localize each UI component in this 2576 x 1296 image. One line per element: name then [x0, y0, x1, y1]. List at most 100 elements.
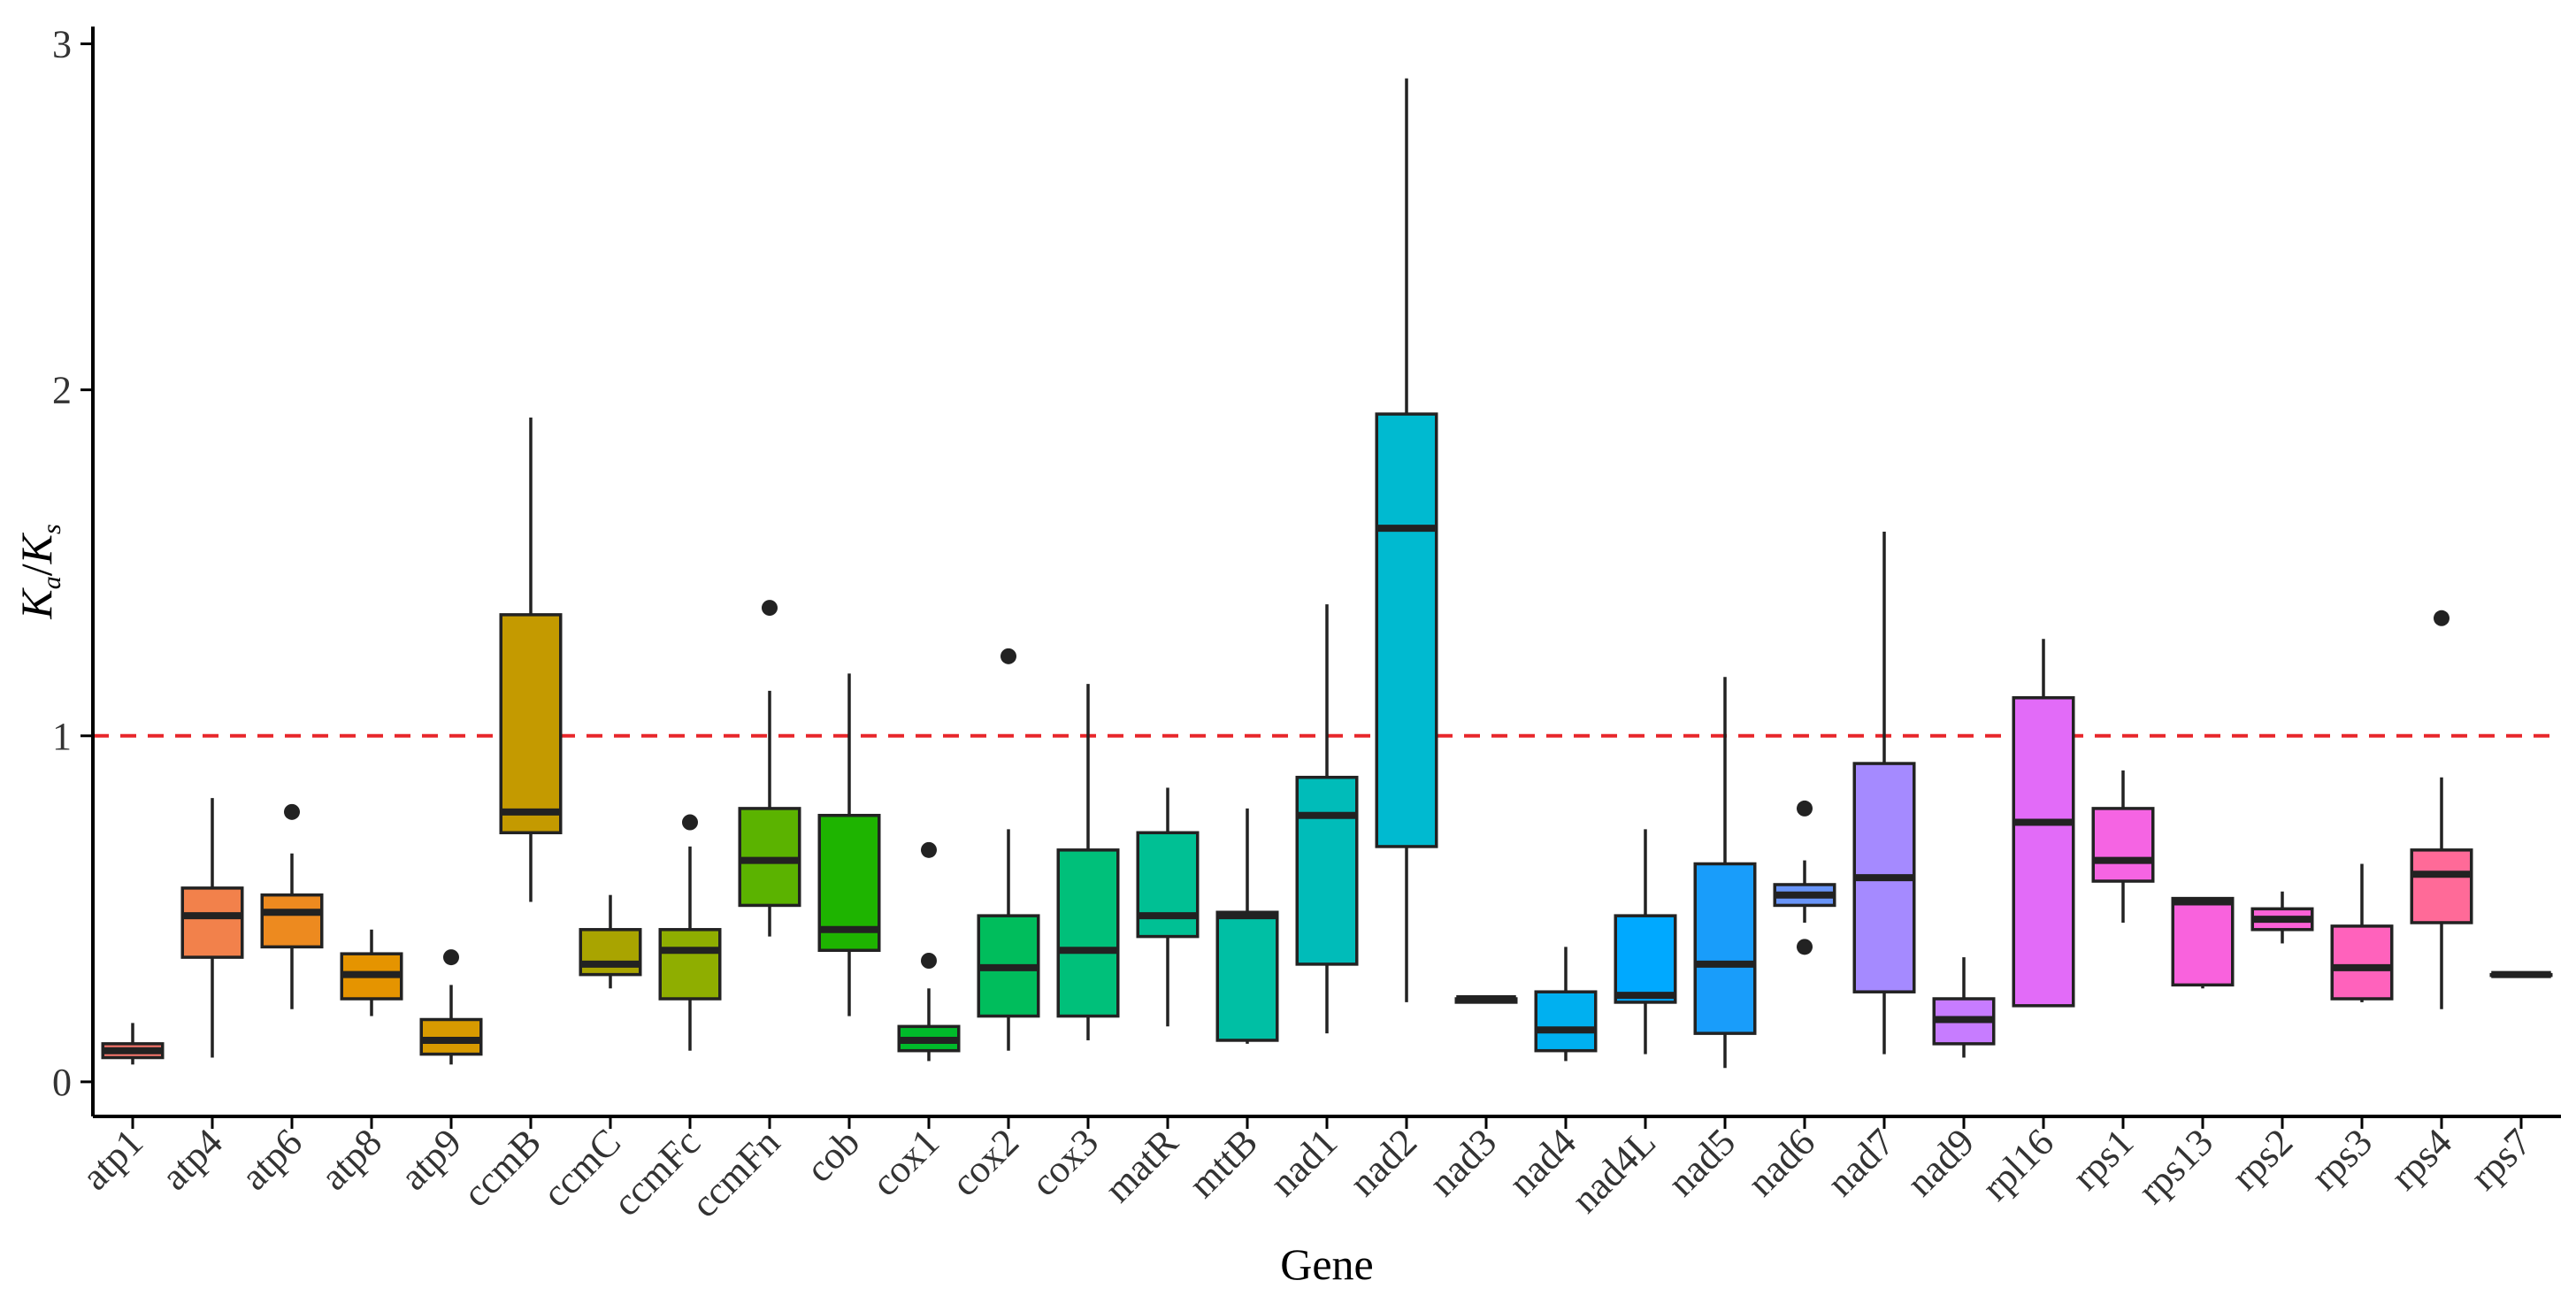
- x-tick-label-mttB: mttB: [1180, 1120, 1266, 1206]
- x-tick-label-ccmFn: ccmFn: [683, 1120, 788, 1225]
- box-ccmB: [499, 417, 563, 902]
- box-nad4L: [1614, 829, 1677, 1054]
- box-atp6: [260, 803, 324, 1009]
- iqr-box-cox3: [1056, 848, 1120, 1018]
- x-tick-label-nad1: nad1: [1261, 1120, 1346, 1204]
- x-tick-label-nad6: nad6: [1739, 1120, 1823, 1204]
- outlier-nad6-1: [1797, 800, 1813, 817]
- outlier-cox1-0: [921, 953, 937, 969]
- box-atp1: [101, 1023, 165, 1065]
- box-ccmC: [579, 894, 642, 989]
- x-tick-label-rps3: rps3: [2303, 1120, 2380, 1198]
- box-matR: [1136, 787, 1200, 1027]
- box-cox3: [1056, 684, 1120, 1040]
- iqr-box-atp6: [260, 893, 324, 949]
- x-tick-label-nad5: nad5: [1660, 1120, 1744, 1204]
- x-tick-label-rps4: rps4: [2382, 1120, 2460, 1198]
- box-nad5: [1693, 677, 1757, 1069]
- x-tick-label-nad2: nad2: [1341, 1120, 1425, 1204]
- box-atp8: [340, 929, 403, 1016]
- x-tick-label-cox1: cox1: [863, 1120, 947, 1204]
- iqr-box-rps3: [2330, 924, 2394, 1001]
- box-nad9: [1932, 957, 1996, 1058]
- outlier-rps4-0: [2434, 610, 2450, 626]
- y-axis-title-separator: /: [12, 564, 61, 576]
- box-mttB: [1215, 808, 1279, 1044]
- iqr-box-nad4: [1534, 990, 1598, 1053]
- box-rps2: [2250, 891, 2314, 944]
- y-axis-title-k2: K: [12, 532, 61, 564]
- outlier-atp9-0: [443, 949, 459, 966]
- x-tick-label-rpl16: rpl16: [1974, 1120, 2062, 1208]
- boxplot-layer: [101, 78, 2553, 1069]
- box-rps7: [2489, 970, 2553, 978]
- iqr-box-rpl16: [2012, 696, 2075, 1008]
- x-tick-label-ccmFc: ccmFc: [604, 1120, 709, 1224]
- outlier-cox1-1: [921, 841, 937, 858]
- iqr-box-nad4L: [1614, 914, 1677, 1004]
- y-axis-title-sub-s: s: [37, 524, 66, 534]
- outlier-ccmFn-0: [762, 600, 778, 617]
- iqr-box-nad2: [1375, 412, 1438, 848]
- x-tick-label-ccmB: ccmB: [455, 1120, 549, 1215]
- box-rps4: [2410, 610, 2473, 1009]
- x-tick-label-cox2: cox2: [943, 1120, 1027, 1204]
- iqr-box-matR: [1136, 831, 1200, 939]
- outlier-cox2-0: [1000, 648, 1016, 664]
- outlier-atp6-0: [284, 803, 300, 820]
- box-atp9: [419, 949, 483, 1065]
- box-rps13: [2171, 896, 2235, 989]
- y-tick-label-3: 3: [52, 23, 72, 66]
- box-nad3: [1454, 995, 1518, 1004]
- iqr-box-ccmB: [499, 613, 563, 835]
- iqr-box-ccmFc: [658, 928, 722, 1001]
- box-cob: [817, 673, 881, 1016]
- x-tick-label-matR: matR: [1096, 1120, 1187, 1211]
- box-nad2: [1375, 78, 1438, 1002]
- y-tick-label-1: 1: [52, 715, 72, 758]
- y-axis-title-sub-a: a: [37, 576, 66, 589]
- iqr-box-rps13: [2171, 896, 2235, 987]
- x-tick-label-rps13: rps13: [2129, 1120, 2221, 1212]
- x-tick-label-nad3: nad3: [1421, 1120, 1505, 1204]
- x-tick-label-rps2: rps2: [2223, 1120, 2301, 1198]
- y-ticks-layer: 0 1 2 3: [52, 23, 93, 1104]
- y-tick-label-0: 0: [52, 1061, 72, 1104]
- x-axis-title: Gene: [1280, 1239, 1374, 1289]
- y-axis-title: Ka/Ks: [12, 524, 66, 619]
- x-tick-label-atp8: atp8: [312, 1120, 390, 1198]
- iqr-box-ccmC: [579, 928, 642, 977]
- box-atp4: [180, 798, 244, 1058]
- box-nad6: [1773, 800, 1836, 955]
- x-tick-label-atp4: atp4: [153, 1120, 231, 1198]
- box-cox2: [977, 648, 1040, 1051]
- outlier-nad6-0: [1797, 939, 1813, 955]
- x-tick-label-nad4L: nad4L: [1563, 1120, 1664, 1221]
- box-ccmFc: [658, 814, 722, 1051]
- x-tick-label-cox3: cox3: [1023, 1120, 1107, 1204]
- iqr-box-rps1: [2091, 807, 2155, 883]
- box-rpl16: [2012, 639, 2075, 1008]
- x-tick-label-atp1: atp1: [73, 1120, 151, 1198]
- x-tick-label-atp6: atp6: [233, 1120, 310, 1198]
- x-tick-label-rps1: rps1: [2064, 1120, 2142, 1198]
- box-cox1: [897, 841, 961, 1062]
- box-rps1: [2091, 770, 2155, 923]
- box-nad7: [1852, 532, 1916, 1054]
- x-tick-label-nad9: nad9: [1898, 1120, 1982, 1204]
- iqr-box-nad5: [1693, 862, 1757, 1035]
- iqr-box-mttB: [1215, 910, 1279, 1042]
- x-tick-label-cob: cob: [797, 1120, 868, 1191]
- box-nad4: [1534, 947, 1598, 1062]
- box-ccmFn: [738, 600, 801, 937]
- y-axis-title-k: K: [12, 587, 61, 620]
- outlier-ccmFc-0: [682, 814, 698, 831]
- x-tick-label-nad7: nad7: [1819, 1120, 1903, 1204]
- x-tick-label-rps7: rps7: [2462, 1120, 2540, 1198]
- iqr-box-nad1: [1295, 775, 1359, 966]
- iqr-box-rps4: [2410, 848, 2473, 924]
- box-rps3: [2330, 863, 2394, 1002]
- iqr-box-atp4: [180, 886, 244, 959]
